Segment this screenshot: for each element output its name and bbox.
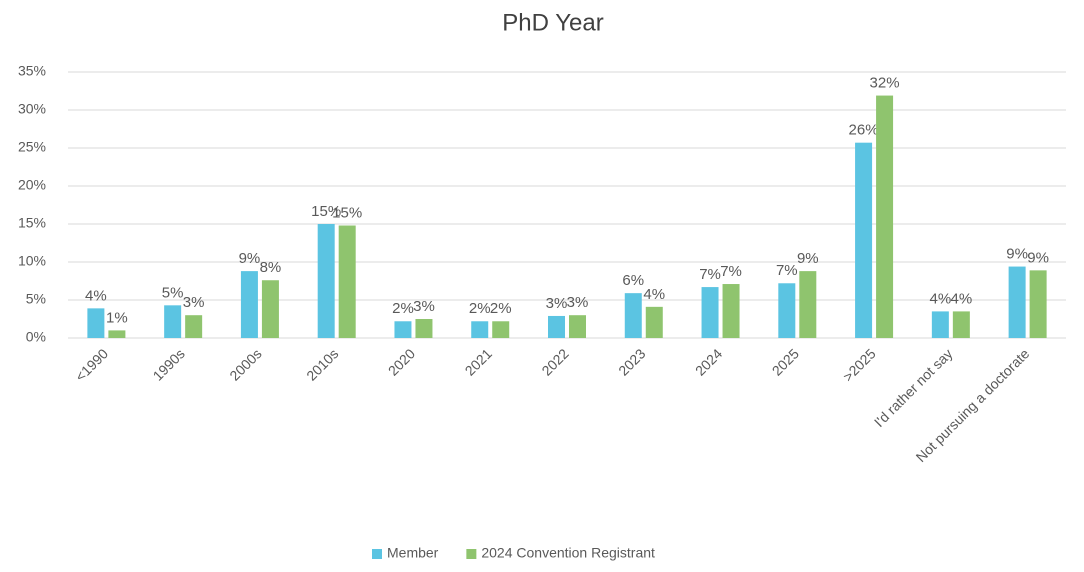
bar xyxy=(317,224,335,338)
bar xyxy=(394,321,412,338)
x-tick-label: 2010s xyxy=(303,345,341,383)
bar xyxy=(108,330,126,338)
x-tick-label: 2025 xyxy=(769,345,802,378)
y-tick-label: 10% xyxy=(18,253,46,269)
bar xyxy=(778,283,796,338)
legend-swatch xyxy=(372,549,382,559)
y-tick-label: 35% xyxy=(18,63,46,79)
y-tick-label: 15% xyxy=(18,215,46,231)
bar xyxy=(240,271,258,338)
data-label: 4% xyxy=(85,287,107,304)
data-label: 7% xyxy=(776,262,798,279)
data-label: 3% xyxy=(413,298,435,315)
y-tick-label: 25% xyxy=(18,139,46,155)
data-label: 7% xyxy=(699,266,721,283)
data-label: 26% xyxy=(849,122,879,139)
data-label: 5% xyxy=(162,284,184,301)
bar xyxy=(876,95,894,338)
x-tick-label: 2000s xyxy=(226,345,264,383)
data-label: 4% xyxy=(643,286,665,303)
bar xyxy=(624,293,642,338)
bar xyxy=(1029,270,1047,338)
data-label: 3% xyxy=(567,294,589,311)
x-tick-label: 2020 xyxy=(385,345,418,378)
data-label: 3% xyxy=(183,294,205,311)
data-label: 9% xyxy=(797,250,819,267)
y-tick-label: 20% xyxy=(18,177,46,193)
bar xyxy=(415,319,433,338)
bar xyxy=(722,284,740,338)
data-label: 32% xyxy=(870,75,900,92)
bar xyxy=(855,142,873,338)
bar xyxy=(799,271,817,338)
data-label: 9% xyxy=(1027,249,1049,266)
x-tick-label: >2025 xyxy=(840,345,879,384)
y-tick-label: 0% xyxy=(26,329,46,345)
x-tick-label: 1990s xyxy=(150,345,188,383)
bar xyxy=(931,311,949,338)
bar xyxy=(701,287,719,338)
data-label: 2% xyxy=(392,300,414,317)
data-label: 15% xyxy=(332,204,362,221)
data-label: 9% xyxy=(239,250,261,267)
data-label: 3% xyxy=(546,295,568,312)
bar xyxy=(569,315,586,338)
y-tick-label: 5% xyxy=(26,291,46,307)
x-tick-label: 2023 xyxy=(615,345,648,378)
x-tick-label: 2022 xyxy=(538,345,571,378)
x-tick-label: 2021 xyxy=(462,345,495,378)
data-label: 15% xyxy=(311,203,341,220)
bar xyxy=(645,306,663,338)
y-tick-label: 30% xyxy=(18,101,46,117)
data-label: 4% xyxy=(930,290,952,307)
x-tick-label: <1990 xyxy=(72,345,111,384)
data-label: 2% xyxy=(490,300,512,317)
bar xyxy=(261,280,279,338)
data-label: 1% xyxy=(106,309,128,326)
data-label: 9% xyxy=(1006,246,1028,263)
data-label: 7% xyxy=(720,263,742,280)
bar xyxy=(548,315,565,338)
bar xyxy=(471,321,489,338)
data-label: 6% xyxy=(622,272,644,289)
data-label: 2% xyxy=(469,300,491,317)
bar xyxy=(338,225,356,338)
x-tick-label: I'd rather not say xyxy=(871,345,956,430)
bar xyxy=(492,321,510,338)
data-label: 4% xyxy=(951,290,973,307)
data-label: 8% xyxy=(260,259,282,276)
legend-label: 2024 Convention Registrant xyxy=(481,545,655,561)
bar xyxy=(185,315,203,338)
bar xyxy=(87,308,105,338)
chart-title: PhD Year xyxy=(502,9,603,36)
bar xyxy=(164,305,182,338)
legend-label: Member xyxy=(387,545,439,561)
bar xyxy=(952,311,970,338)
bar xyxy=(1008,266,1026,338)
legend-swatch xyxy=(466,549,477,559)
x-tick-label: 2024 xyxy=(692,345,725,378)
